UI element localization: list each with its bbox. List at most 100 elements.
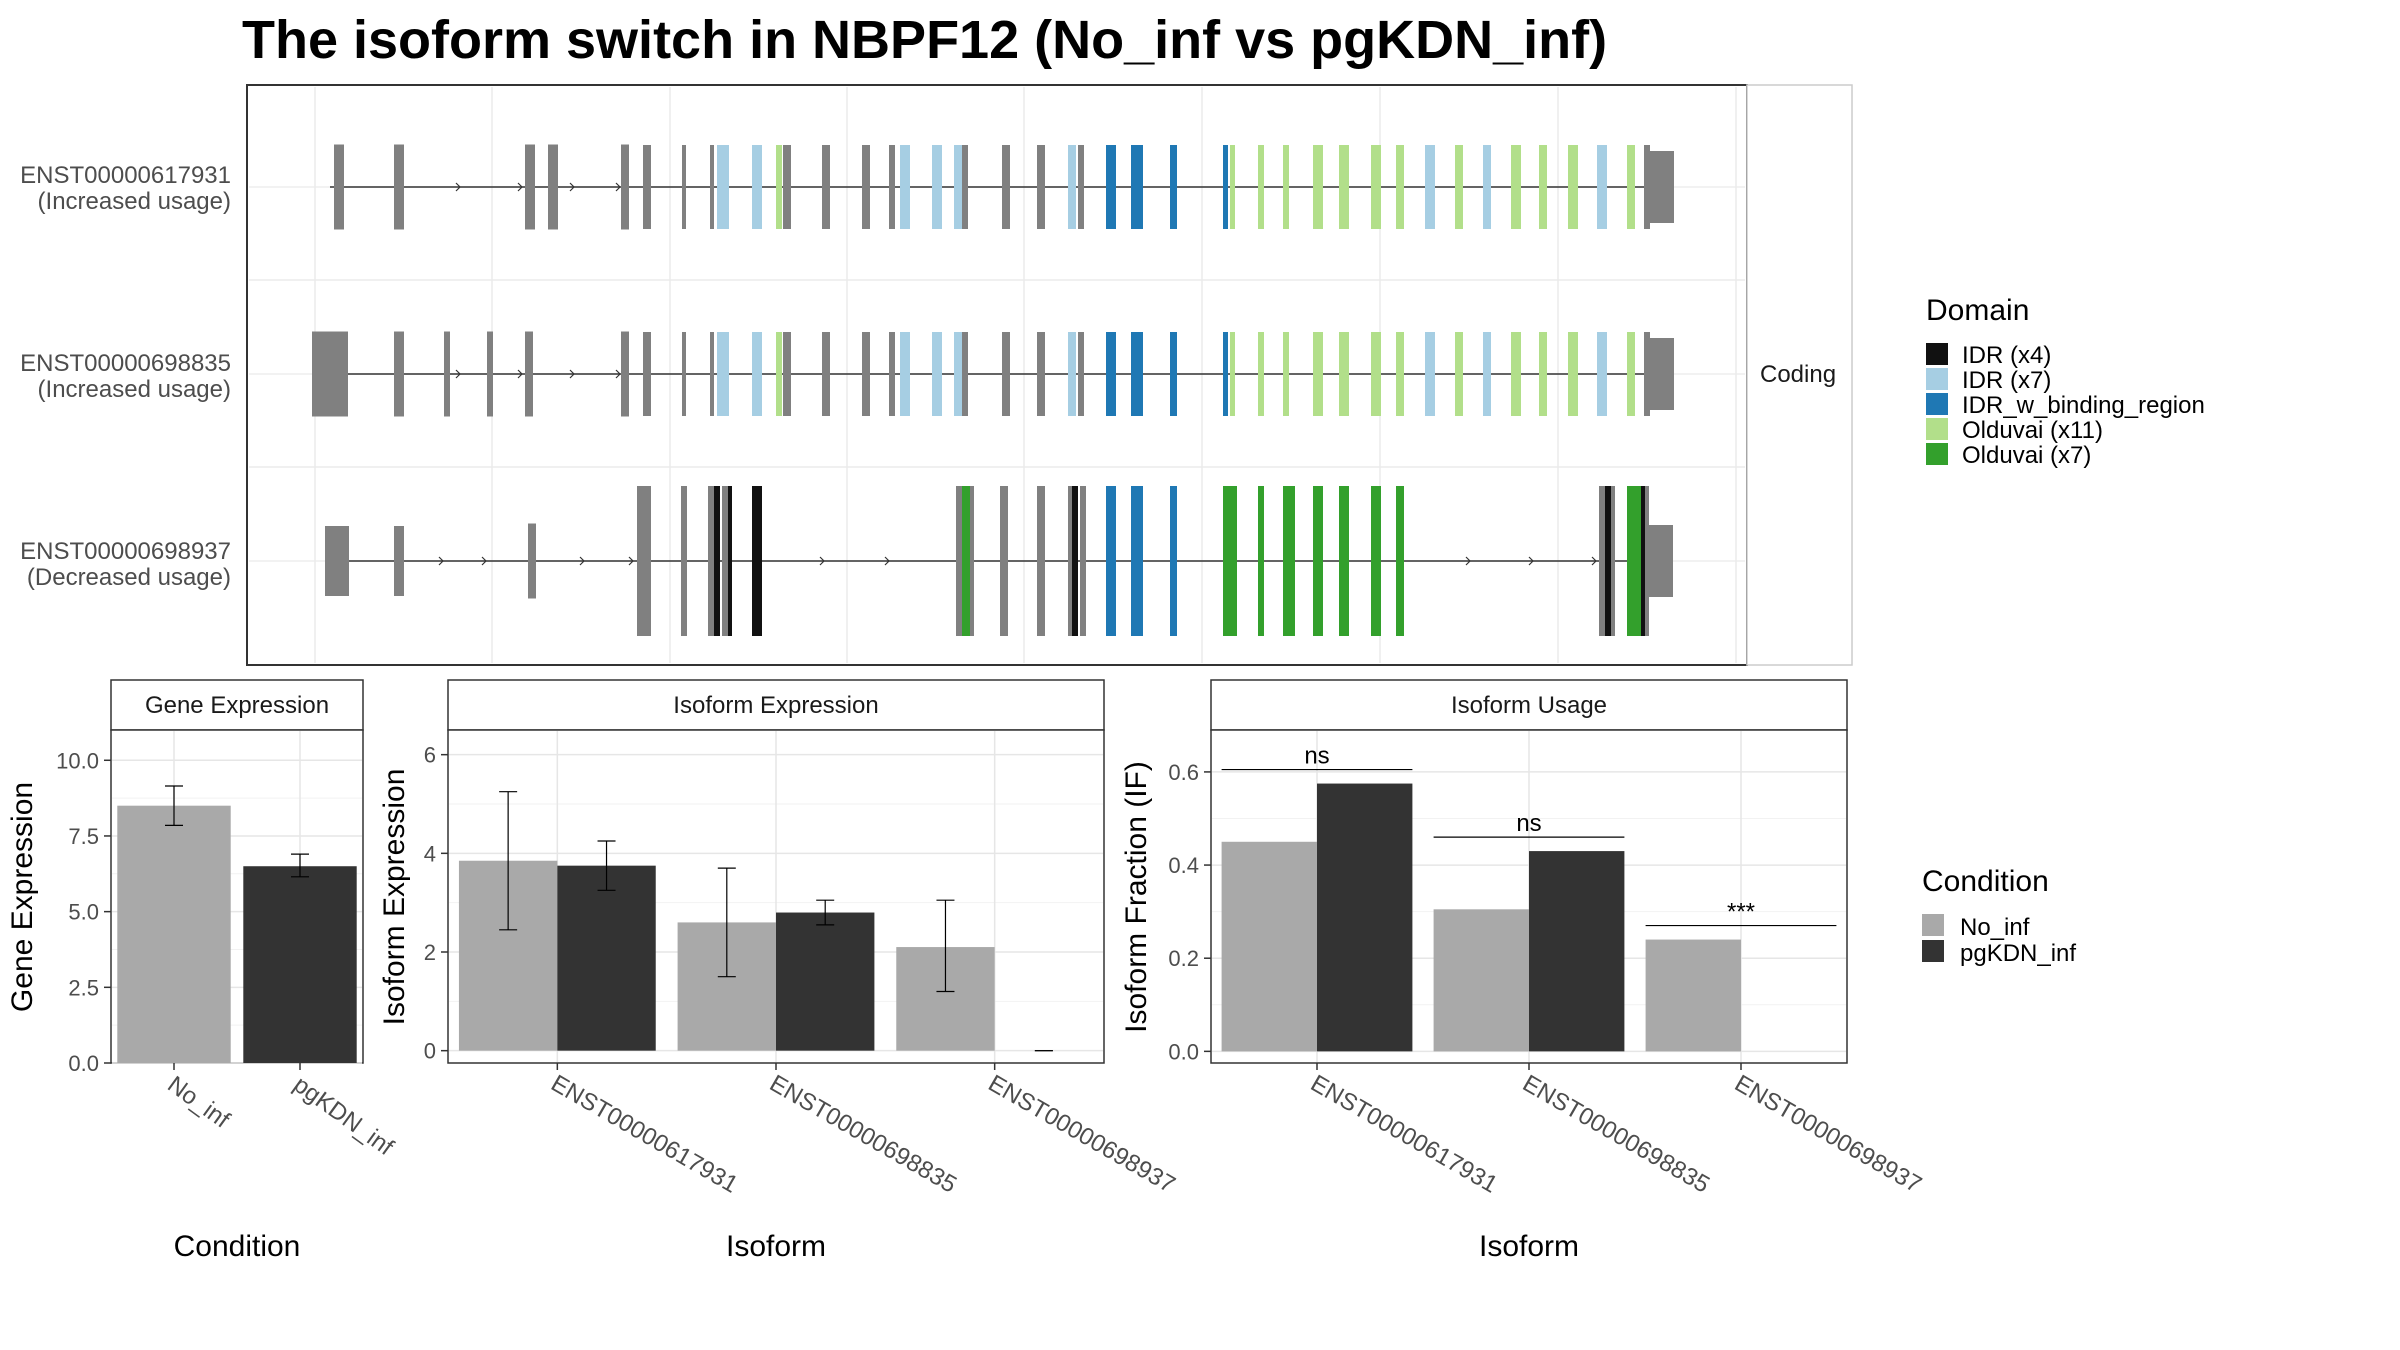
- y-tick-label-0: 0.0: [1168, 1039, 1199, 1064]
- exon-36: [1627, 145, 1635, 229]
- gene-expression-strip-label: Gene Expression: [145, 692, 329, 719]
- exon-18: [1106, 332, 1116, 416]
- exon-30: [1455, 332, 1463, 416]
- exon-utr-0: [325, 526, 349, 596]
- exon-utr-1: [394, 526, 404, 596]
- y-tick-label-3: 6: [424, 743, 436, 768]
- isoform-label-3-usage: (Decreased usage): [27, 564, 231, 591]
- exon-utr-2: [525, 144, 535, 230]
- exon-8: [862, 145, 870, 229]
- isoform-label-2-usage: (Increased usage): [38, 376, 231, 403]
- exon-16: [1131, 486, 1143, 636]
- legend-label-idr-x7: IDR (x7): [1962, 367, 2051, 394]
- gene-expression-panel: Gene Expression 0.0 2.5 5.0 7.5 10.0 No_inf pg…: [6, 679, 399, 1263]
- exon-utr-5: [621, 331, 629, 417]
- bar-pgKDN_inf-ENST00000698835: [776, 912, 875, 1051]
- bar-pgKDN_inf-ENST00000698835: [1529, 851, 1625, 1052]
- legend-label-idr-binding: IDR_w_binding_region: [1962, 392, 2205, 419]
- condition-legend-title: Condition: [1922, 865, 2049, 898]
- gene-expression-strip: [110, 679, 364, 731]
- exon-28: [1396, 145, 1404, 229]
- exon-utr-1: [394, 331, 404, 417]
- legend-swatch-idr-binding: [1926, 393, 1948, 415]
- exon-11: [932, 332, 942, 416]
- x-tick-label-2: ENST00000698937: [984, 1070, 1180, 1199]
- exon-13: [962, 332, 968, 416]
- exon-15: [1037, 332, 1045, 416]
- significance-label-2: ***: [1727, 899, 1755, 926]
- exon-utr-2: [444, 331, 450, 417]
- isoform-labels: ENST00000617931 (Increased usage) ENST00…: [20, 162, 231, 591]
- significance-label-1: ns: [1516, 810, 1541, 837]
- x-tick-label-0: ENST00000617931: [1306, 1070, 1502, 1199]
- legend-label-no-inf: No_inf: [1960, 914, 2030, 941]
- exon-3: [714, 486, 720, 636]
- exon-1: [681, 486, 687, 636]
- exon-14: [1080, 486, 1086, 636]
- intron-arrow-8: [1591, 556, 1597, 566]
- exon-24: [1396, 486, 1404, 636]
- exon-22: [1230, 332, 1235, 416]
- intron-arrow-2: [579, 556, 585, 566]
- exon-5: [728, 486, 732, 636]
- exon-utr-4: [621, 144, 629, 230]
- structure-panel-background: [246, 84, 1748, 666]
- y-tick-label-2: 5.0: [68, 900, 99, 925]
- exon-26: [1605, 486, 1611, 636]
- exon-20: [1170, 332, 1177, 416]
- exon-33: [1539, 332, 1547, 416]
- exon-25: [1313, 332, 1323, 416]
- x-tick-label-0: No_inf: [162, 1071, 234, 1134]
- intron-arrow-3: [615, 369, 621, 379]
- bar-No_inf-ENST00000617931: [1221, 841, 1317, 1052]
- exon-28: [1627, 486, 1641, 636]
- exon-23: [1258, 332, 1264, 416]
- exon-1: [682, 332, 686, 416]
- exon-9: [970, 486, 974, 636]
- isoform-expression-x-title: Isoform: [726, 1230, 826, 1263]
- x-tick-label-1: ENST00000698835: [1518, 1070, 1714, 1199]
- exon-27: [1611, 486, 1615, 636]
- exon-utr-3: [487, 331, 493, 417]
- exon-5: [776, 145, 782, 229]
- exon-25: [1313, 145, 1323, 229]
- legend-label-olduvai-x11: Olduvai (x11): [1962, 417, 2103, 444]
- exon-31: [1483, 332, 1491, 416]
- exon-11: [1037, 486, 1045, 636]
- intron-arrow-3: [615, 182, 621, 192]
- exon-last-cds: [1645, 145, 1650, 229]
- exon-17: [1078, 145, 1084, 229]
- x-tick-label-1: pgKDN_inf: [288, 1071, 398, 1161]
- isoform-usage-y-title: Isoform Fraction (IF): [1120, 761, 1153, 1033]
- exon-34: [1568, 145, 1578, 229]
- exon-2: [710, 332, 714, 416]
- exon-3utr: [1649, 525, 1673, 597]
- exon-27: [1371, 145, 1381, 229]
- significance-label-0: ns: [1304, 743, 1329, 770]
- exon-21: [1313, 486, 1323, 636]
- exon-19: [1131, 145, 1143, 229]
- gene-expression-y-title: Gene Expression: [6, 782, 39, 1012]
- condition-legend: Condition No_inf pgKDN_inf: [1922, 865, 2076, 967]
- exon-20: [1283, 486, 1295, 636]
- exon-9: [889, 332, 895, 416]
- exon-19: [1258, 486, 1264, 636]
- legend-label-idr-x4: IDR (x4): [1962, 342, 2051, 369]
- exon-13: [962, 145, 968, 229]
- intron-arrow-4: [819, 556, 825, 566]
- exon-32: [1511, 145, 1521, 229]
- exon-10: [900, 145, 910, 229]
- isoform-usage-x-title: Isoform: [1479, 1230, 1579, 1263]
- exon-9: [889, 145, 895, 229]
- exon-utr-4: [525, 331, 533, 417]
- isoform-track-3: [325, 486, 1673, 636]
- exon-29: [1641, 486, 1645, 636]
- gene-expression-x-title: Condition: [174, 1230, 301, 1263]
- exon-24: [1283, 332, 1289, 416]
- legend-swatch-olduvai-x7: [1926, 443, 1948, 465]
- isoform-label-2-id: ENST00000698835: [20, 350, 231, 377]
- exon-21: [1223, 332, 1228, 416]
- exon-34: [1568, 332, 1578, 416]
